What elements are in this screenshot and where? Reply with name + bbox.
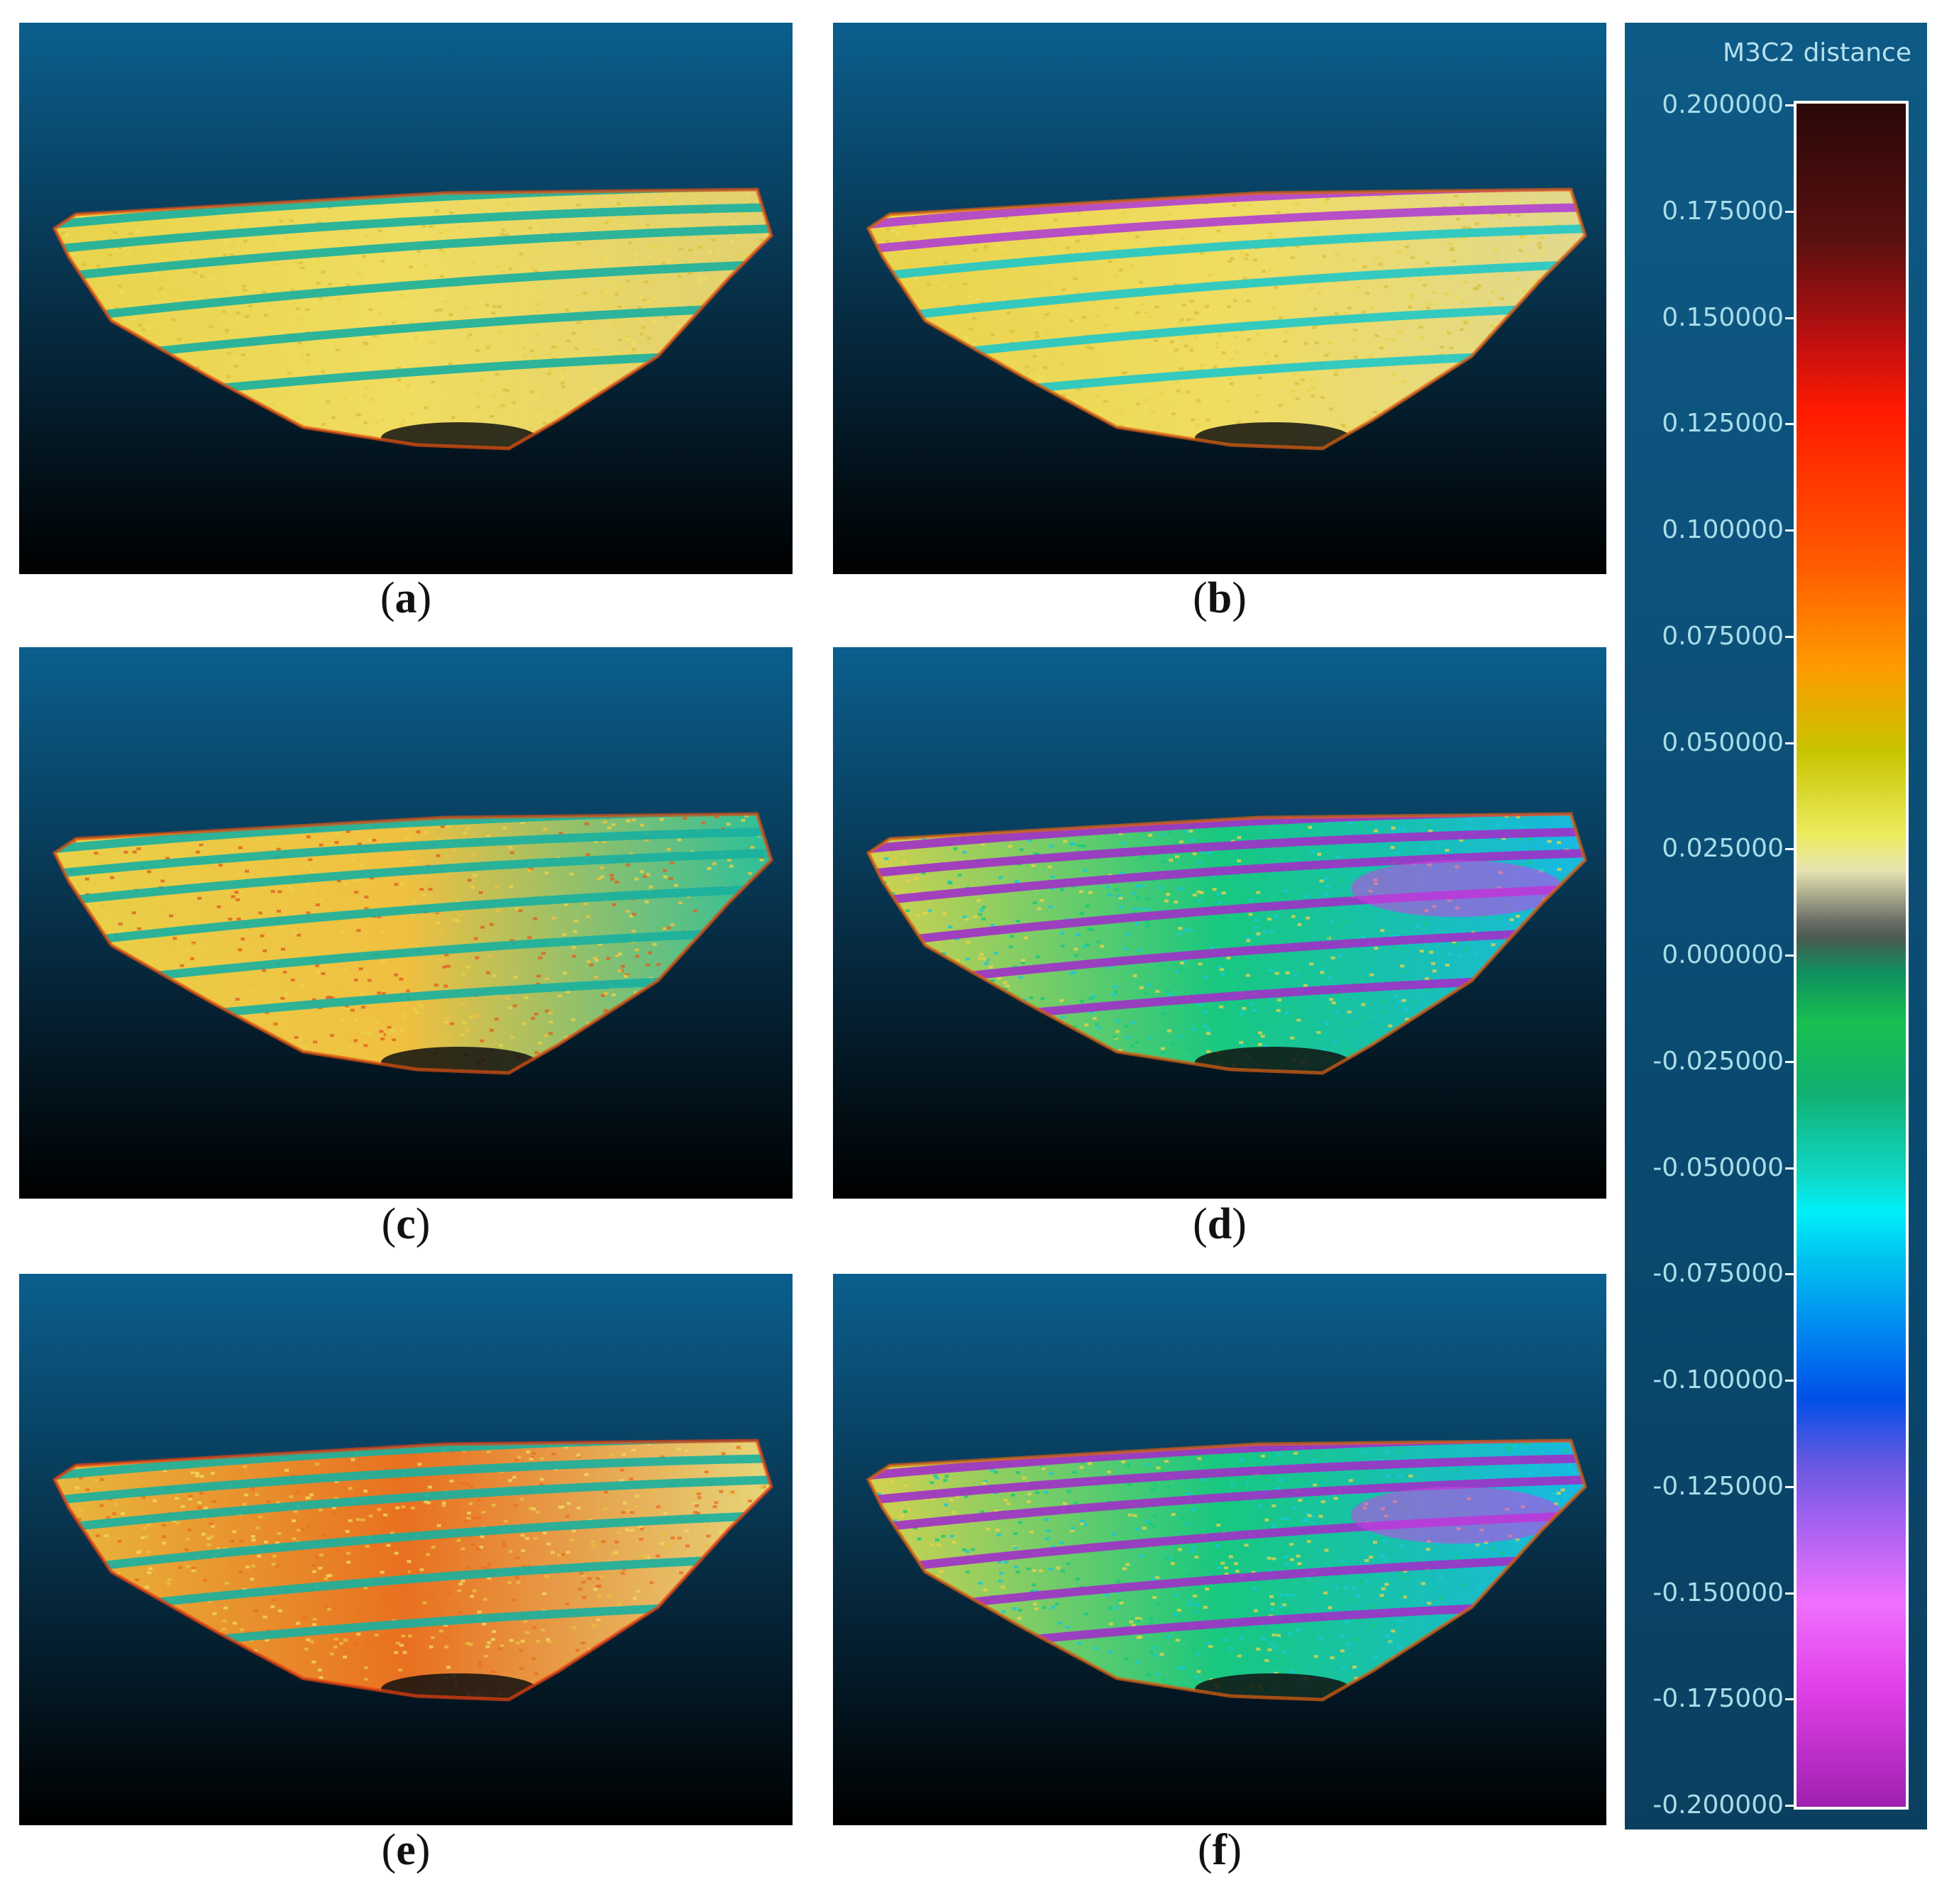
panel-c [19,647,793,1199]
color-scale-tick-label: -0.100000 [1652,1365,1784,1394]
color-scale-tick-label: 0.175000 [1662,196,1784,226]
caption-b: (b) [1193,574,1247,622]
point-cloud-f [833,1274,1606,1825]
panel-f [833,1274,1606,1825]
color-scale: M3C2 distance 0.200000 0.175000 0.150000 0.… [1625,23,1927,1829]
color-scale-tick-mark [1785,954,1795,957]
caption-f: (f) [1198,1826,1242,1874]
caption-a: (a) [380,574,432,622]
color-scale-tick-label: 0.200000 [1662,90,1784,119]
caption-d: (d) [1193,1200,1247,1248]
color-scale-tick-label: 0.050000 [1662,727,1784,757]
color-scale-title: M3C2 distance [1723,38,1911,67]
panel-a [19,23,793,574]
color-scale-tick-mark [1785,848,1795,851]
color-scale-tick-mark [1785,529,1795,532]
color-scale-tick-mark [1785,635,1795,638]
color-scale-tick-label: 0.100000 [1662,515,1784,544]
color-scale-tick-mark [1785,1273,1795,1276]
panel-d [833,647,1606,1199]
point-cloud-d [833,647,1606,1199]
color-scale-tick-label: 0.075000 [1662,621,1784,651]
color-scale-tick-mark [1785,1380,1795,1382]
color-scale-tick-label: 0.125000 [1662,409,1784,439]
color-scale-tick-mark [1785,104,1795,106]
color-scale-tick-mark [1785,1592,1795,1595]
color-scale-tick-mark [1785,1698,1795,1701]
panel-b [833,23,1606,574]
color-scale-tick-label: 0.150000 [1662,302,1784,332]
color-scale-tick-label: -0.125000 [1652,1471,1784,1501]
color-scale-tick-label: -0.150000 [1652,1578,1784,1607]
color-scale-tick-mark [1785,317,1795,319]
panel-e [19,1274,793,1825]
point-cloud-c [19,647,793,1199]
point-cloud-a [19,23,793,574]
color-scale-tick-label: -0.025000 [1652,1046,1784,1076]
color-scale-tick-mark [1785,1060,1795,1063]
color-scale-tick-mark [1785,1805,1795,1807]
color-scale-tick-label: 0.025000 [1662,834,1784,864]
caption-e: (e) [381,1826,431,1874]
color-scale-tick-label: -0.200000 [1652,1790,1784,1820]
color-scale-tick-mark [1785,1167,1795,1170]
caption-c: (c) [381,1200,431,1248]
color-scale-tick-mark [1785,423,1795,426]
color-scale-tick-label: -0.050000 [1652,1152,1784,1182]
color-scale-gradient [1794,101,1909,1810]
color-scale-tick-mark [1785,742,1795,744]
color-scale-tick-mark [1785,1485,1795,1488]
color-scale-tick-label: 0.000000 [1662,940,1784,969]
color-scale-tick-label: -0.175000 [1652,1684,1784,1714]
point-cloud-b [833,23,1606,574]
color-scale-tick-mark [1785,210,1795,213]
color-scale-tick-label: -0.075000 [1652,1259,1784,1289]
point-cloud-e [19,1274,793,1825]
